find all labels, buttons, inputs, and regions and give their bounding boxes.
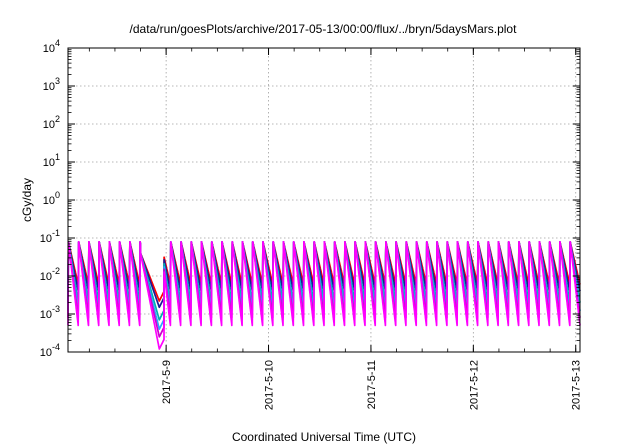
y-tick-exponent: 1 bbox=[55, 152, 60, 162]
y-tick-exponent: 0 bbox=[55, 190, 60, 200]
x-tick-label: 2017-5-9 bbox=[161, 360, 173, 404]
y-tick-exponent: 2 bbox=[55, 114, 60, 124]
y-tick-label: 10-4 bbox=[40, 342, 60, 359]
x-axis-label: Coordinated Universal Time (UTC) bbox=[232, 430, 416, 444]
y-tick-base: 10 bbox=[43, 81, 55, 93]
y-tick-base: 10 bbox=[43, 195, 55, 207]
y-tick-label: 100 bbox=[43, 190, 60, 207]
x-tick-label: 2017-5-12 bbox=[468, 360, 480, 410]
y-tick-base: 10 bbox=[40, 347, 52, 359]
y-tick-label: 10-3 bbox=[40, 304, 60, 321]
series-group bbox=[67, 240, 581, 350]
chart-title: /data/run/goesPlots/archive/2017-05-13/0… bbox=[130, 22, 518, 36]
y-tick-exponent: -4 bbox=[52, 342, 60, 352]
y-tick-exponent: -1 bbox=[52, 228, 60, 238]
y-tick-label: 101 bbox=[43, 152, 60, 169]
y-tick-label: 10-2 bbox=[40, 266, 60, 283]
y-tick-label: 103 bbox=[43, 76, 60, 93]
y-tick-label: 10-1 bbox=[40, 228, 60, 245]
y-tick-base: 10 bbox=[40, 271, 52, 283]
y-tick-base: 10 bbox=[40, 309, 52, 321]
y-tick-exponent: -3 bbox=[52, 304, 60, 314]
y-tick-base: 10 bbox=[43, 119, 55, 131]
y-tick-base: 10 bbox=[43, 43, 55, 55]
series-line-6 bbox=[67, 240, 581, 350]
y-axis-label: cGy/day bbox=[20, 178, 34, 222]
x-ticks: 2017-5-9 2017-5-10 2017-5-11 2017-5-12 2017-… bbox=[88, 48, 583, 410]
y-tick-base: 10 bbox=[40, 233, 52, 245]
x-tick-label: 2017-5-11 bbox=[366, 360, 378, 409]
x-tick-label: 2017-5-10 bbox=[264, 360, 276, 410]
x-tick-label: 2017-5-13 bbox=[571, 360, 583, 410]
y-tick-exponent: 3 bbox=[55, 76, 60, 86]
y-tick-label: 102 bbox=[43, 114, 60, 131]
y-tick-exponent: -2 bbox=[52, 266, 60, 276]
y-tick-base: 10 bbox=[43, 157, 55, 169]
y-tick-exponent: 4 bbox=[55, 38, 60, 48]
y-tick-label: 104 bbox=[43, 38, 60, 55]
